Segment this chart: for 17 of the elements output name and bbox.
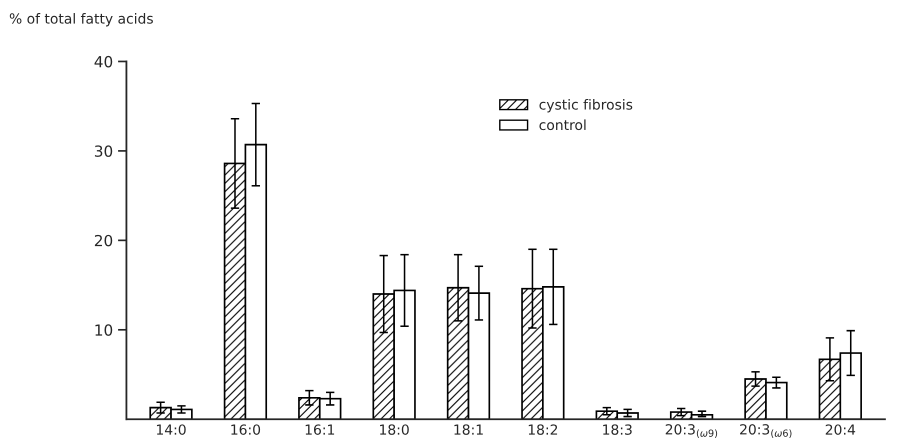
x-tick-label: 20:3$_{(ω6)}$ bbox=[740, 424, 792, 438]
y-tick-label: 20 bbox=[94, 234, 112, 246]
y-tick-label: 30 bbox=[94, 145, 112, 157]
x-tick-label: 20:3$_{(ω9)}$ bbox=[666, 424, 718, 438]
x-tick-label: 18:3 bbox=[603, 424, 632, 435]
x-tick-label: 14:0 bbox=[156, 424, 186, 435]
x-tick-label: 16:1 bbox=[306, 424, 334, 435]
x-tick-label: 16:0 bbox=[231, 424, 260, 435]
y-axis-title: % of total fatty acids bbox=[10, 13, 153, 26]
x-tick-label: 18:0 bbox=[380, 424, 409, 435]
y-tick-label: 10 bbox=[95, 324, 112, 336]
legend-label: cystic fibrosis bbox=[539, 99, 632, 112]
legend-label: control bbox=[539, 119, 586, 130]
y-tick-label: 40 bbox=[94, 56, 112, 68]
x-tick-label: 18:1 bbox=[454, 424, 483, 435]
x-tick-label: 18:2 bbox=[528, 424, 558, 435]
x-tick-label: 20:4 bbox=[826, 424, 856, 435]
